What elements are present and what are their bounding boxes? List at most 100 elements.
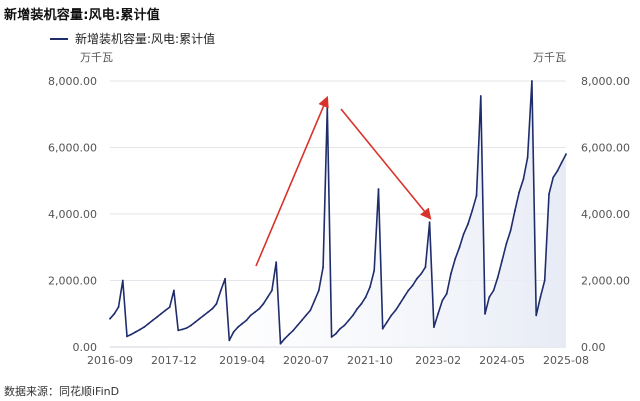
down-trend-arrow: [340, 108, 432, 220]
data-point: [300, 319, 303, 322]
data-point: [543, 279, 546, 282]
y-tick-label-left: 0.00: [73, 341, 98, 354]
legend-series-label: 新增装机容量:风电:累计值: [75, 32, 216, 46]
right-unit-label: 万千瓦: [533, 51, 566, 64]
data-point: [531, 80, 533, 82]
data-point: [271, 289, 273, 292]
data-point: [347, 319, 350, 322]
data-point: [415, 277, 418, 280]
data-point: [249, 314, 252, 317]
data-point: [462, 233, 465, 235]
data-point: [117, 306, 120, 308]
data-point: [237, 326, 239, 328]
data-point: [266, 296, 269, 298]
y-tick-label-left: 8,000.00: [48, 75, 97, 88]
data-point: [394, 309, 397, 312]
data-point: [403, 296, 405, 298]
data-point: [364, 296, 367, 298]
data-point: [360, 302, 363, 305]
data-point: [202, 314, 205, 317]
data-point: [475, 194, 478, 197]
data-point: [190, 324, 192, 327]
data-point: [168, 306, 171, 308]
data-point: [441, 299, 444, 302]
x-tick-label: 2025-08: [543, 354, 589, 367]
data-point: [501, 259, 503, 262]
data-point: [134, 331, 137, 333]
legend-line-swatch: [50, 37, 68, 40]
data-point: [296, 324, 299, 327]
data-point: [518, 191, 520, 194]
data-point: [556, 169, 559, 172]
data-point: [411, 284, 414, 287]
data-point: [283, 337, 286, 340]
data-point: [317, 289, 320, 292]
area-fill: [110, 81, 566, 347]
y-tick-label-left: 2,000.00: [48, 275, 97, 288]
series-group: [109, 80, 567, 345]
data-point: [373, 269, 376, 272]
data-point: [514, 209, 516, 212]
data-point: [343, 324, 346, 327]
data-point: [156, 316, 158, 318]
data-point: [279, 342, 282, 345]
data-point: [526, 156, 529, 159]
data-point: [258, 307, 261, 310]
data-point: [492, 289, 495, 292]
x-tick-label: 2023-02: [415, 354, 461, 367]
data-point: [488, 296, 491, 298]
data-point: [433, 326, 435, 328]
data-point: [207, 311, 209, 313]
data-point: [198, 317, 201, 320]
data-point: [173, 289, 175, 292]
data-point: [143, 326, 146, 328]
data-point: [539, 296, 542, 298]
data-point: [262, 302, 265, 305]
data-point: [109, 317, 111, 320]
data-point: [381, 327, 384, 330]
trend-arrows: [255, 95, 432, 267]
data-point: [454, 258, 457, 260]
data-point: [467, 223, 469, 225]
data-point: [390, 314, 393, 317]
data-point: [552, 176, 555, 179]
data-point: [377, 188, 380, 191]
data-point: [292, 329, 295, 332]
data-point: [224, 277, 227, 280]
y-tick-label-right: 0.00: [581, 341, 606, 354]
x-tick-label: 2024-05: [479, 354, 525, 367]
left-unit-label: 万千瓦: [80, 51, 113, 64]
data-point: [151, 319, 154, 322]
data-point: [130, 333, 133, 336]
y-tick-label-right: 4,000.00: [581, 208, 630, 221]
data-point: [322, 266, 324, 269]
data-point: [437, 312, 439, 315]
data-point: [369, 286, 371, 288]
data-point: [445, 292, 448, 295]
data-point: [428, 221, 431, 224]
data-point: [450, 273, 452, 275]
data-point: [565, 153, 567, 156]
data-point: [424, 266, 427, 269]
x-tick-label: 2020-07: [283, 354, 329, 367]
data-point: [522, 178, 525, 181]
data-point: [126, 335, 128, 338]
x-axis: 2016-09 2017-12 2019-04 2020-07 2021-10 2023-…: [87, 354, 589, 367]
data-point: [113, 312, 116, 315]
data-point: [121, 279, 124, 282]
data-point: [535, 314, 538, 317]
data-point: [479, 95, 482, 97]
data-point: [471, 209, 474, 212]
data-point: [356, 307, 359, 310]
data-point: [228, 339, 231, 342]
data-point: [160, 312, 163, 315]
data-point: [254, 311, 256, 313]
data-point: [398, 302, 401, 305]
data-point: [138, 328, 141, 331]
data-point: [288, 333, 290, 336]
data-point: [185, 327, 188, 329]
data-point: [326, 106, 329, 109]
y-tick-label-left: 4,000.00: [48, 208, 97, 221]
y-axis-left: 0.00 2,000.00 4,000.00 6,000.00 8,000.00: [48, 75, 97, 354]
